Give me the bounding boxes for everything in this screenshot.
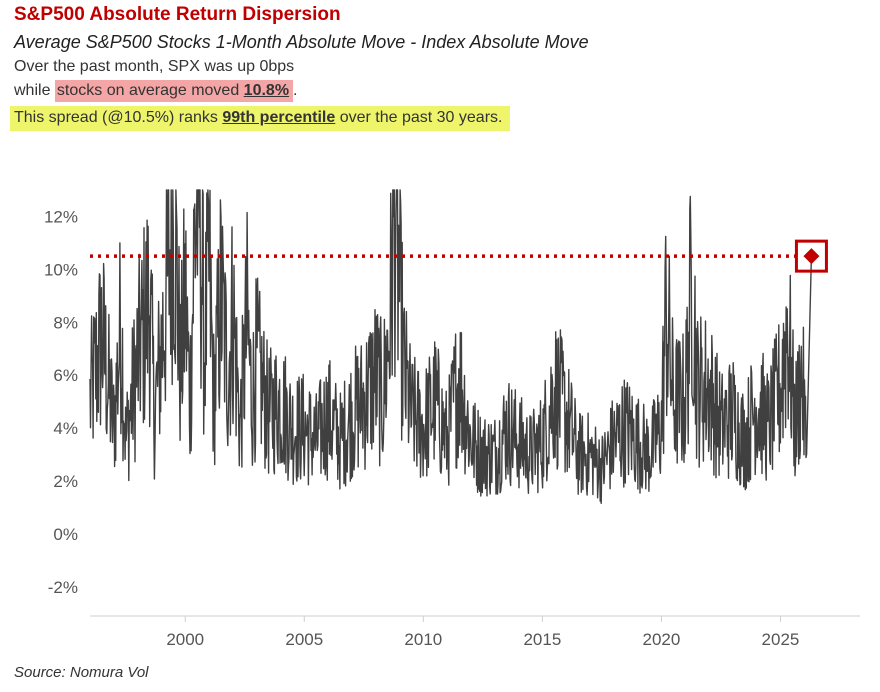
y-tick-label: -2%: [48, 578, 78, 597]
spread-prefix: This spread (@10.5%) ranks: [14, 109, 223, 126]
x-tick-label: 2000: [166, 630, 204, 649]
spread-suffix: over the past 30 years.: [335, 109, 503, 126]
summary-line-spread: This spread (@10.5%) ranks 99th percenti…: [10, 106, 511, 131]
overlay-layer: [90, 239, 828, 273]
summary-line-spx: Over the past month, SPX was up 0bps: [14, 58, 295, 75]
yellow-highlight: This spread (@10.5%) ranks 99th percenti…: [10, 106, 511, 131]
stock-move-value: 10.8%: [243, 82, 290, 99]
series-layer: [89, 189, 813, 505]
summary-line-stocks-prefix: while: [14, 82, 55, 99]
red-highlight: stocks on average moved 10.8%: [54, 80, 294, 102]
x-tick-label: 2025: [762, 630, 800, 649]
y-tick-label: 6%: [53, 366, 78, 385]
chart-subtitle: Average S&P500 Stocks 1-Month Absolute M…: [14, 32, 589, 52]
y-tick-label: 4%: [53, 419, 78, 438]
x-axis: 2000 2005 2010 2015 2020 2025: [166, 616, 799, 649]
x-tick-label: 2015: [523, 630, 561, 649]
x-tick-label: 2005: [285, 630, 323, 649]
latest-point-marker: [803, 248, 820, 265]
series-line: [89, 189, 813, 505]
chart-title: S&P500 Absolute Return Dispersion: [14, 4, 341, 25]
source-note: Source: Nomura Vol: [14, 664, 149, 681]
y-axis: -2% 0% 2% 4% 6% 8% 10% 12%: [44, 207, 78, 596]
y-tick-label: 10%: [44, 260, 78, 279]
summary-line-stocks: while stocks on average moved 10.8%.: [14, 80, 298, 102]
summary-line-stocks-suffix: .: [293, 82, 298, 99]
x-tick-label: 2020: [643, 630, 681, 649]
y-tick-label: 12%: [44, 207, 78, 226]
red-highlight-text: stocks on average moved: [56, 82, 244, 99]
latest-point-frame: [794, 239, 828, 273]
x-tick-label: 2010: [404, 630, 442, 649]
y-tick-label: 0%: [53, 525, 78, 544]
percentile-value: 99th percentile: [222, 109, 336, 126]
y-tick-label: 8%: [53, 313, 78, 332]
y-tick-label: 2%: [53, 472, 78, 491]
